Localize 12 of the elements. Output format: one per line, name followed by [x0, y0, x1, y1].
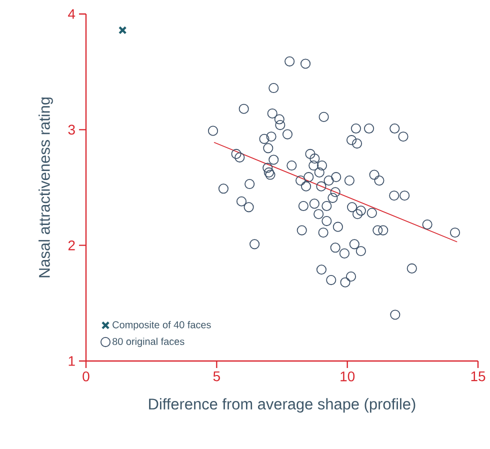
x-tick-label: 15: [471, 371, 486, 382]
y-tick-label: 1: [68, 356, 75, 366]
y-axis-title: Nasal attractiveness rating: [38, 98, 53, 278]
y-tick-label: 4: [68, 9, 76, 19]
legend-label: 80 original faces: [112, 338, 184, 347]
x-tick-label: 0: [82, 371, 90, 382]
x-tick-label: 10: [340, 371, 355, 382]
x-tick-label: 5: [213, 371, 220, 382]
y-tick-label: 3: [68, 124, 75, 135]
legend-label: Composite of 40 faces: [112, 321, 211, 330]
y-tick-label: 2: [68, 240, 75, 250]
x-axis-title: Difference from average shape (profile): [149, 398, 416, 413]
